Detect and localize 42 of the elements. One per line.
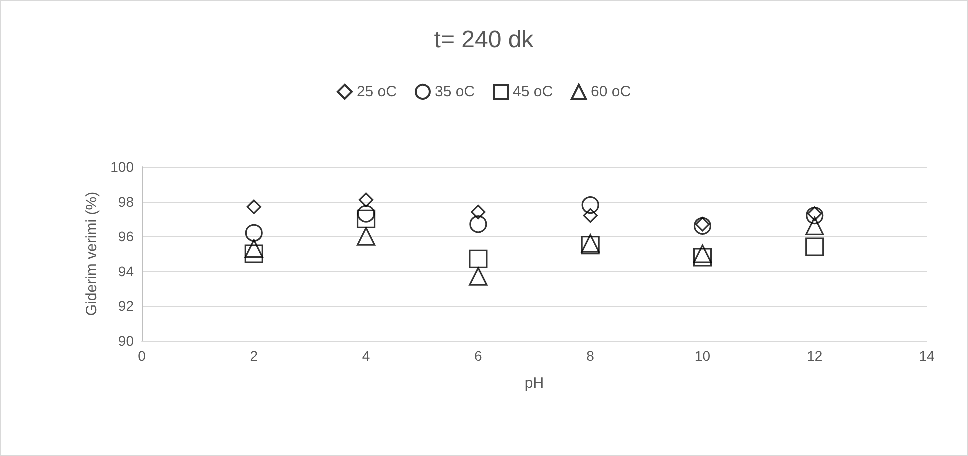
x-tick-label: 4: [362, 348, 370, 364]
x-axis-title: pH: [524, 375, 544, 392]
x-tick-label: 0: [138, 348, 146, 364]
legend-label: 45 oC: [513, 84, 554, 100]
x-tick-label: 6: [474, 348, 483, 364]
point: [471, 204, 486, 220]
point: [806, 206, 824, 225]
point: [693, 248, 712, 267]
y-tick-label: 94: [118, 263, 134, 280]
point: [358, 205, 376, 223]
legend-label: 25 oC: [356, 84, 398, 100]
point: [245, 224, 263, 242]
legend-label: 60 oC: [591, 84, 632, 100]
point: [695, 217, 710, 232]
y-tick-label: 100: [110, 159, 134, 175]
point: [356, 210, 376, 228]
x-tick-label: 2: [250, 348, 258, 364]
point: [246, 200, 262, 214]
point: [470, 216, 488, 234]
point: [806, 216, 824, 236]
y-tick-label: 92: [118, 298, 134, 314]
point: [469, 250, 488, 269]
x-tick-label: 8: [586, 348, 595, 364]
point: [806, 238, 824, 256]
point: [582, 196, 600, 214]
legend-label: 35 oC: [434, 84, 476, 100]
point: [694, 217, 712, 235]
point: [356, 227, 376, 246]
x-tick-label: 12: [807, 348, 823, 364]
x-tick-label: 10: [694, 348, 711, 364]
point: [244, 244, 264, 264]
point: [583, 208, 598, 224]
y-axis-title: Giderim verimi (%): [84, 192, 101, 316]
point: [469, 267, 488, 286]
point: [244, 239, 264, 258]
x-tick-label: 14: [919, 348, 935, 364]
y-tick-label: 96: [118, 228, 134, 245]
point: [693, 244, 712, 264]
y-tick-label: 90: [118, 333, 134, 349]
chart-title: t= 240 dk: [434, 26, 535, 54]
y-tick-label: 98: [118, 194, 134, 210]
point: [358, 192, 374, 208]
